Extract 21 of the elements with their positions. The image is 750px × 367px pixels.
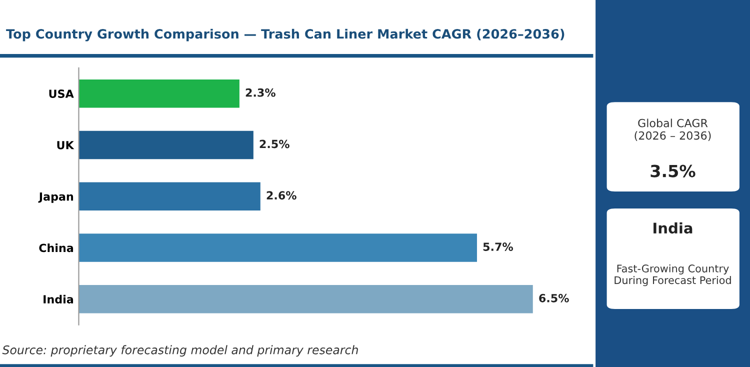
data-label: 2.3% bbox=[246, 88, 276, 97]
y-tick-label: China bbox=[39, 244, 74, 252]
y-tick-label: USA bbox=[49, 90, 74, 98]
text: Fast-Growing Country During Forecast Period bbox=[614, 264, 731, 286]
bar bbox=[78, 182, 260, 210]
data-label: 5.7% bbox=[483, 242, 514, 251]
y-tick-label: UK bbox=[57, 141, 74, 150]
chart-title: Top Country Growth Comparison — Trash Can Liner Market CAGR (2026–2036) bbox=[6, 28, 564, 42]
text: Global CAGR (2026 – 2036) bbox=[634, 118, 711, 142]
y-tick-label: Japan bbox=[38, 192, 74, 203]
bar bbox=[78, 234, 477, 262]
bar bbox=[78, 79, 240, 108]
data-label: 2.6% bbox=[266, 191, 296, 200]
bar bbox=[78, 130, 254, 160]
bar bbox=[78, 284, 533, 314]
text: India bbox=[654, 222, 692, 234]
data-label: 6.5% bbox=[539, 294, 569, 302]
text: 3.5% bbox=[650, 164, 696, 178]
y-tick-label: India bbox=[44, 294, 74, 304]
source-note: Source: proprietary forecasting model and primary research bbox=[2, 345, 358, 357]
data-label: 2.5% bbox=[260, 140, 290, 148]
